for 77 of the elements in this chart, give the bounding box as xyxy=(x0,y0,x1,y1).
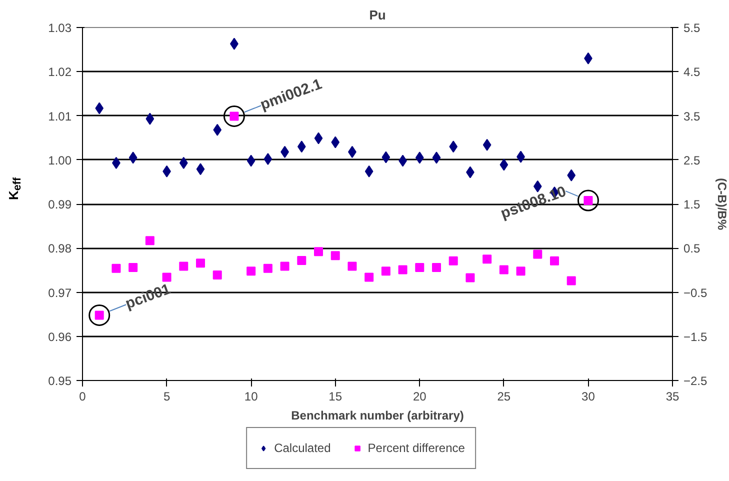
point xyxy=(516,266,526,276)
point xyxy=(432,263,441,272)
point xyxy=(128,152,138,164)
y-tick-label: 1.02 xyxy=(48,65,72,80)
x-tick-label: 10 xyxy=(244,390,258,404)
x-tick-label: 25 xyxy=(497,390,511,404)
x-axis-title: Benchmark number (arbitrary) xyxy=(291,408,464,422)
point xyxy=(415,152,424,164)
y-tick-label: 0.98 xyxy=(48,242,72,256)
point xyxy=(364,165,374,178)
y-tick-label: 0.96 xyxy=(48,330,72,344)
point xyxy=(212,270,222,280)
point xyxy=(128,263,138,272)
point xyxy=(179,262,188,271)
point xyxy=(314,247,323,256)
point xyxy=(263,264,272,273)
x-tick-label: 15 xyxy=(328,390,342,404)
point xyxy=(482,138,492,151)
point xyxy=(566,276,576,286)
point xyxy=(297,256,306,265)
y-tick-label: 1.00 xyxy=(48,153,72,168)
point xyxy=(466,273,475,282)
y2-tick-label: 5.5 xyxy=(684,21,701,35)
x-tick-label: 20 xyxy=(412,390,427,404)
point xyxy=(95,102,104,114)
y2-tick-label: −0.5 xyxy=(684,286,708,300)
y2-tick-label: 3.5 xyxy=(684,109,701,124)
point xyxy=(348,262,357,271)
point xyxy=(567,169,576,182)
point xyxy=(499,265,508,274)
point xyxy=(381,266,390,276)
point xyxy=(448,256,458,266)
y-tick-label: 0.99 xyxy=(48,198,72,212)
point xyxy=(280,262,290,271)
point xyxy=(415,263,424,272)
point xyxy=(449,140,458,153)
point xyxy=(179,156,188,169)
y2-axis-title: (C-B)/B% xyxy=(715,178,729,230)
point xyxy=(314,132,323,144)
point xyxy=(246,154,256,167)
point xyxy=(145,236,154,246)
point xyxy=(246,266,256,276)
point xyxy=(146,112,154,125)
y2-tick-label: 4.5 xyxy=(684,65,701,80)
y2-tick-label: 0.5 xyxy=(684,242,701,256)
point xyxy=(432,152,441,164)
chart-title: Pu xyxy=(369,8,386,22)
point xyxy=(297,140,306,153)
x-tick-label: 30 xyxy=(582,390,596,404)
y-tick-label: 1.01 xyxy=(48,109,72,124)
y2-tick-label: −1.5 xyxy=(684,330,708,344)
point xyxy=(162,272,172,282)
y2-tick-label: −2.5 xyxy=(684,374,708,388)
x-tick-label: 0 xyxy=(79,390,86,404)
x-tick-label: 5 xyxy=(163,390,170,404)
point xyxy=(264,152,272,165)
point xyxy=(398,265,408,274)
point xyxy=(196,258,205,268)
point xyxy=(213,124,222,136)
y-tick-label: 1.03 xyxy=(48,21,72,35)
point xyxy=(331,136,340,148)
y2-tick-label: 1.5 xyxy=(684,198,701,212)
point xyxy=(482,254,492,264)
point xyxy=(330,251,340,260)
y-tick-label: 0.97 xyxy=(48,286,72,300)
y-tick-label: 0.95 xyxy=(48,374,72,388)
point xyxy=(500,158,508,171)
legend-label: Percent difference xyxy=(368,441,465,455)
x-tick-label: 35 xyxy=(666,390,680,404)
point xyxy=(196,163,205,176)
point xyxy=(533,250,542,259)
point xyxy=(364,272,374,282)
y2-tick-label: 2.5 xyxy=(684,153,701,168)
point xyxy=(550,256,559,266)
legend-label: Calculated xyxy=(274,441,331,455)
point xyxy=(112,264,121,273)
point xyxy=(382,151,390,164)
